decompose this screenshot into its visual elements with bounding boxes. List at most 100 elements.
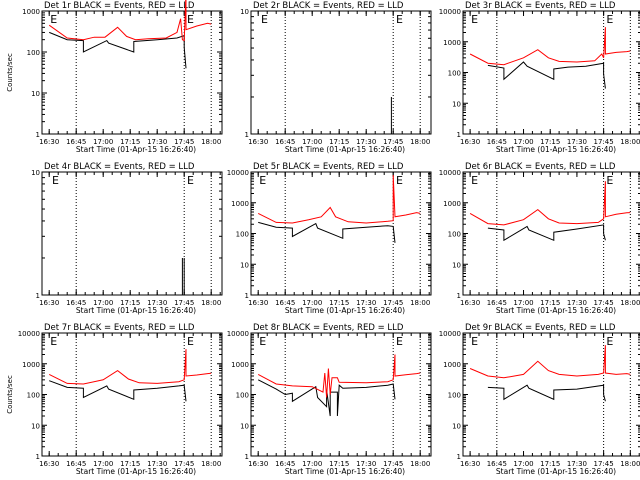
flag-label: E — [50, 335, 57, 348]
x-axis-label: Start Time (01-Apr-15 16:26:40) — [496, 145, 616, 154]
panel-det-4: Det 4r BLACK = Events, RED = LLD 1 10 16:30… — [31, 162, 223, 315]
y-tick-label: 100 — [448, 392, 461, 400]
x-tick-label: 18:00 — [201, 299, 221, 307]
y-tick-label: 10 — [240, 261, 249, 269]
x-tick-label: 17:30 — [147, 138, 167, 146]
y-tick-label: 100 — [448, 70, 461, 78]
y-tick-label: 1 — [245, 292, 249, 300]
panel-det-3: Det 3r BLACK = Events, RED = LLD 1 10 100 10… — [439, 1, 640, 154]
x-tick-label: 16:30 — [39, 299, 59, 307]
x-tick-label: 16:45 — [275, 299, 295, 307]
series-black-events — [487, 61, 606, 89]
x-tick-label: 17:30 — [567, 299, 587, 307]
x-tick-label: 17:30 — [147, 460, 167, 468]
x-tick-label: 16:45 — [487, 138, 507, 146]
series-black-events — [181, 258, 185, 296]
x-axis-label: Start Time (01-Apr-15 16:26:40) — [76, 145, 196, 154]
x-tick-label: 17:15 — [540, 460, 560, 468]
y-tick-label: 10 — [240, 8, 249, 16]
series-red-lld — [257, 174, 421, 224]
x-tick-label: 16:30 — [460, 138, 480, 146]
x-tick-label: 17:30 — [356, 460, 376, 468]
panel-title: Det 2r BLACK = Events, RED = LLD — [253, 1, 404, 11]
plot-frame — [41, 171, 223, 296]
y-tick-label: 1000 — [22, 361, 40, 369]
y-tick-label: 10 — [31, 422, 40, 430]
x-tick-label: 16:45 — [487, 299, 507, 307]
x-tick-label: 17:00 — [302, 299, 322, 307]
plot-frame — [462, 171, 640, 296]
x-axis-label: Start Time (01-Apr-15 16:26:40) — [496, 467, 616, 476]
series-red-lld — [48, 0, 212, 42]
x-tick-label: 17:15 — [540, 299, 560, 307]
panel-det-8: Det 8r BLACK = Events, RED = LLD 1 10 100 10… — [227, 323, 432, 476]
x-tick-label: 17:30 — [356, 138, 376, 146]
series-red-lld — [257, 354, 421, 398]
panel-det-1: Det 1r BLACK = Events, RED = LLD 1 10 100 10… — [6, 0, 223, 154]
x-tick-label: 16:45 — [66, 299, 86, 307]
x-tick-label: 17:00 — [513, 460, 533, 468]
y-tick-label: 10 — [31, 90, 40, 98]
panel-title: Det 9r BLACK = Events, RED = LLD — [465, 323, 616, 333]
y-tick-label: 100 — [448, 231, 461, 239]
panel-title: Det 7r BLACK = Events, RED = LLD — [44, 323, 195, 333]
x-tick-label: 16:30 — [39, 138, 59, 146]
y-tick-label: 1 — [36, 453, 40, 461]
x-tick-label: 17:45 — [174, 460, 194, 468]
x-tick-label: 16:30 — [248, 460, 268, 468]
panel-det-9: Det 9r BLACK = Events, RED = LLD 1 10 100 10… — [439, 323, 640, 476]
panel-det-6: Det 6r BLACK = Events, RED = LLD 1 10 100 10… — [439, 162, 640, 315]
flag-label: E — [396, 174, 403, 187]
y-tick-label: 1 — [457, 453, 461, 461]
x-tick-label: 17:00 — [93, 460, 113, 468]
x-tick-label: 17:45 — [594, 299, 614, 307]
x-tick-label: 16:45 — [487, 460, 507, 468]
x-tick-label: 17:15 — [329, 460, 349, 468]
x-tick-label: 18:00 — [620, 460, 640, 468]
panel-det-7: Det 7r BLACK = Events, RED = LLD 1 10 100 10… — [6, 323, 223, 476]
series-black-events — [487, 224, 606, 242]
x-tick-label: 17:30 — [567, 460, 587, 468]
plot-frame — [462, 332, 640, 457]
flag-label: E — [187, 174, 194, 187]
y-axis-label: Counts/sec — [6, 53, 14, 92]
x-tick-label: 17:15 — [120, 299, 140, 307]
flag-label: E — [259, 335, 266, 348]
flag-label: E — [187, 13, 194, 26]
y-tick-label: 10000 — [227, 169, 249, 177]
x-tick-label: 16:30 — [39, 460, 59, 468]
y-tick-label: 1 — [36, 131, 40, 139]
x-tick-label: 17:00 — [93, 299, 113, 307]
x-tick-label: 17:45 — [594, 460, 614, 468]
panel-title: Det 4r BLACK = Events, RED = LLD — [44, 162, 195, 172]
x-tick-label: 17:15 — [329, 138, 349, 146]
x-tick-label: 18:00 — [201, 460, 221, 468]
plot-frame — [41, 10, 223, 135]
x-tick-label: 18:00 — [620, 138, 640, 146]
x-axis-label: Start Time (01-Apr-15 16:26:40) — [285, 306, 405, 315]
flag-label: E — [471, 13, 478, 26]
panel-title: Det 8r BLACK = Events, RED = LLD — [253, 323, 404, 333]
y-tick-label: 10 — [452, 100, 461, 108]
x-tick-label: 16:45 — [275, 460, 295, 468]
x-tick-label: 16:30 — [248, 299, 268, 307]
x-tick-label: 17:15 — [120, 138, 140, 146]
flag-label: E — [606, 13, 613, 26]
y-tick-label: 100 — [27, 392, 40, 400]
series-red-lld — [48, 349, 212, 385]
x-tick-label: 18:00 — [410, 460, 430, 468]
x-tick-label: 17:30 — [356, 299, 376, 307]
x-tick-label: 17:00 — [302, 138, 322, 146]
y-tick-label: 100 — [236, 392, 249, 400]
plot-frame — [250, 171, 432, 296]
y-tick-label: 1000 — [231, 361, 249, 369]
y-tick-label: 100 — [27, 49, 40, 57]
x-tick-label: 16:30 — [460, 460, 480, 468]
x-tick-label: 17:15 — [120, 460, 140, 468]
x-tick-label: 17:00 — [513, 138, 533, 146]
y-axis-label: Counts/sec — [6, 375, 14, 414]
series-black-events — [49, 380, 187, 402]
flag-label: E — [606, 174, 613, 187]
